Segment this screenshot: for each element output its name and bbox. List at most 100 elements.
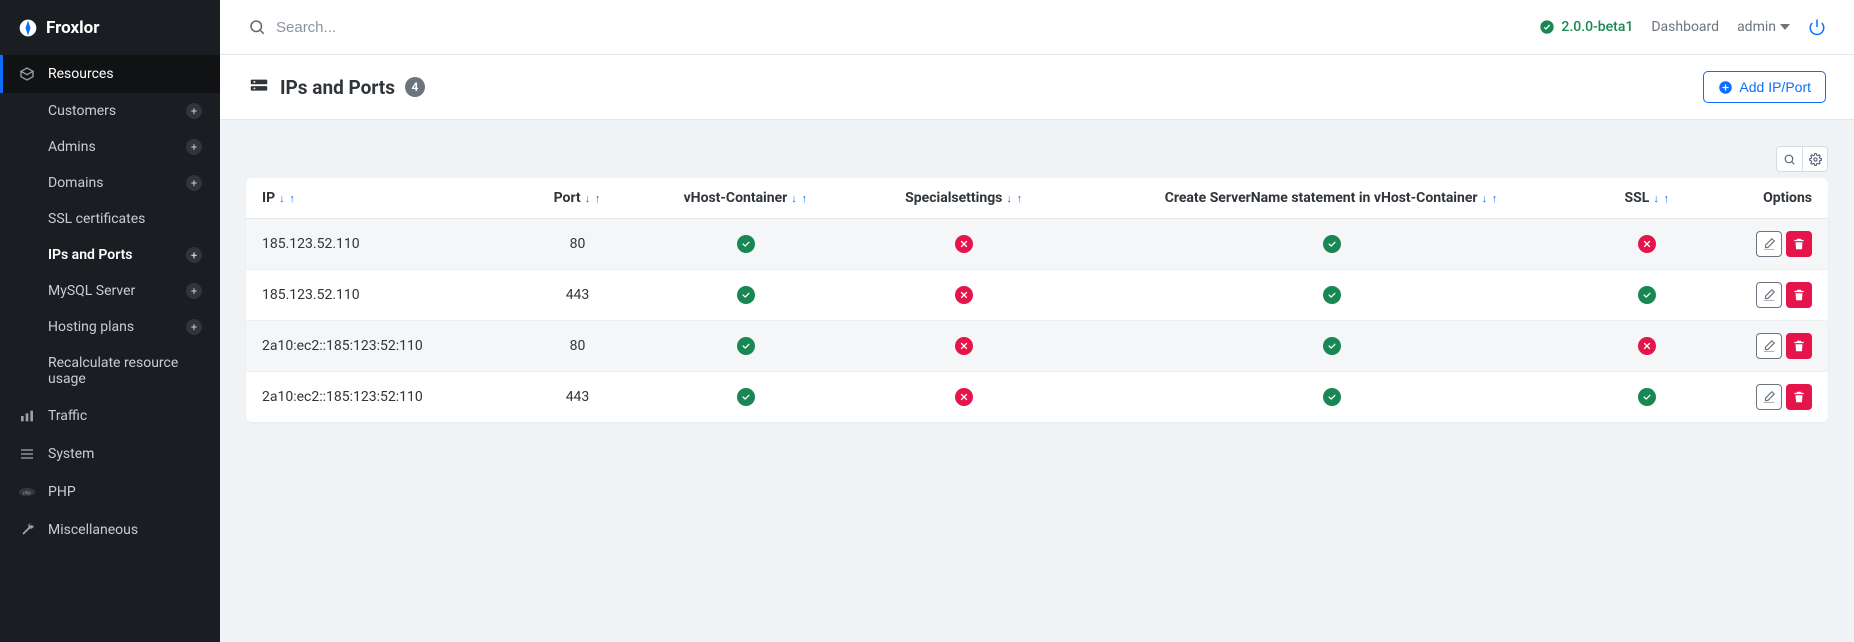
status-false-icon (955, 337, 973, 355)
sidebar-item-recalculate[interactable]: Recalculate resource usage (0, 345, 220, 397)
sidebar-item-customers[interactable]: Customers + (0, 93, 220, 129)
plus-icon[interactable]: + (186, 103, 202, 119)
ips-ports-table: IP↓ ↑Port↓ ↑vHost-Container↓ ↑Specialset… (246, 178, 1828, 422)
table-row: 185.123.52.11080 (246, 219, 1828, 270)
sidebar-section-label: Traffic (48, 408, 87, 424)
cell-ip: 2a10:ec2::185:123:52:110 (246, 372, 521, 423)
plus-icon[interactable]: + (186, 319, 202, 335)
cell-ip: 2a10:ec2::185:123:52:110 (246, 321, 521, 372)
sidebar-item-domains[interactable]: Domains + (0, 165, 220, 201)
cell-ssl (1592, 321, 1703, 372)
sidebar-section-miscellaneous[interactable]: Miscellaneous (0, 511, 220, 549)
sidebar-item-mysql-server[interactable]: MySQL Server + (0, 273, 220, 309)
version-indicator[interactable]: 2.0.0-beta1 (1539, 19, 1633, 35)
sidebar-item-label: Customers (48, 103, 116, 119)
cell-vhost (634, 270, 857, 321)
sidebar-item-label: Hosting plans (48, 319, 134, 335)
status-true-icon (1323, 337, 1341, 355)
edit-button[interactable] (1756, 231, 1782, 257)
cell-servername (1071, 321, 1592, 372)
sidebar-section-system[interactable]: System (0, 435, 220, 473)
plus-icon[interactable]: + (186, 247, 202, 263)
delete-button[interactable] (1786, 384, 1812, 410)
sidebar-item-hosting-plans[interactable]: Hosting plans + (0, 309, 220, 345)
plus-icon[interactable]: + (186, 175, 202, 191)
search-icon (248, 18, 266, 36)
user-menu[interactable]: admin (1737, 19, 1790, 35)
cell-options (1703, 270, 1828, 321)
sidebar-section-label: Resources (48, 66, 114, 82)
delete-button[interactable] (1786, 231, 1812, 257)
plus-icon[interactable]: + (186, 283, 202, 299)
column-header[interactable]: IP ↓ ↑ (246, 178, 521, 219)
sidebar-item-label: Domains (48, 175, 103, 191)
edit-button[interactable] (1756, 333, 1782, 359)
column-header[interactable]: vHost-Container↓ ↑ (634, 178, 857, 219)
sidebar-section-resources[interactable]: Resources (0, 55, 220, 93)
sort-arrows-icon[interactable]: ↓ ↑ (1653, 192, 1670, 205)
dashboard-link[interactable]: Dashboard (1651, 19, 1719, 35)
edit-button[interactable] (1756, 282, 1782, 308)
sidebar: Froxlor Resources Customers + Admins + D… (0, 0, 220, 642)
cell-options (1703, 321, 1828, 372)
cell-vhost (634, 321, 857, 372)
sidebar-item-label: Recalculate resource usage (48, 355, 202, 387)
sidebar-section-label: PHP (48, 484, 76, 500)
table-row: 2a10:ec2::185:123:52:11080 (246, 321, 1828, 372)
sidebar-section-php[interactable]: php PHP (0, 473, 220, 511)
delete-button[interactable] (1786, 333, 1812, 359)
sort-arrows-icon[interactable]: ↓ ↑ (585, 192, 602, 205)
brand[interactable]: Froxlor (0, 0, 220, 55)
column-label: Options (1763, 190, 1812, 206)
edit-button[interactable] (1756, 384, 1782, 410)
cell-vhost (634, 372, 857, 423)
status-true-icon (737, 337, 755, 355)
cell-special (857, 270, 1071, 321)
cell-servername (1071, 372, 1592, 423)
table-search-button[interactable] (1776, 146, 1802, 172)
search-input[interactable] (276, 19, 576, 36)
status-false-icon (955, 388, 973, 406)
column-header[interactable]: Port↓ ↑ (521, 178, 635, 219)
ips-ports-table-card: IP↓ ↑Port↓ ↑vHost-Container↓ ↑Specialset… (246, 178, 1828, 422)
brand-logo-icon (18, 18, 38, 38)
table-toolbar (246, 146, 1828, 172)
add-ip-port-button[interactable]: Add IP/Port (1703, 71, 1826, 103)
cell-port: 443 (521, 372, 635, 423)
table-settings-button[interactable] (1802, 146, 1828, 172)
status-true-icon (1638, 388, 1656, 406)
sidebar-section-label: Miscellaneous (48, 522, 138, 538)
plus-icon[interactable]: + (186, 139, 202, 155)
brand-name: Froxlor (46, 18, 99, 38)
status-true-icon (1323, 388, 1341, 406)
sidebar-nav: Resources Customers + Admins + Domains +… (0, 55, 220, 549)
column-label: IP (262, 190, 275, 206)
status-true-icon (1323, 286, 1341, 304)
sort-arrows-icon[interactable]: ↓ ↑ (791, 192, 808, 205)
column-header[interactable]: Create ServerName statement in vHost-Con… (1071, 178, 1592, 219)
status-false-icon (1638, 337, 1656, 355)
column-header[interactable]: SSL↓ ↑ (1592, 178, 1703, 219)
logout-button[interactable] (1808, 18, 1826, 36)
sidebar-item-admins[interactable]: Admins + (0, 129, 220, 165)
check-circle-icon (1539, 19, 1555, 35)
sidebar-item-ips-and-ports[interactable]: IPs and Ports + (0, 237, 220, 273)
sidebar-section-label: System (48, 446, 94, 462)
svg-text:php: php (23, 490, 31, 495)
sidebar-item-ssl-certificates[interactable]: SSL certificates (0, 201, 220, 237)
table-row: 185.123.52.110443 (246, 270, 1828, 321)
status-true-icon (737, 235, 755, 253)
cell-options (1703, 372, 1828, 423)
cell-ssl (1592, 270, 1703, 321)
cell-special (857, 219, 1071, 270)
sidebar-item-label: SSL certificates (48, 211, 145, 227)
cell-port: 80 (521, 219, 635, 270)
sort-arrows-icon[interactable]: ↓ ↑ (1482, 192, 1499, 205)
sidebar-section-traffic[interactable]: Traffic (0, 397, 220, 435)
sort-arrows-icon[interactable]: ↓ ↑ (279, 192, 296, 205)
wrench-icon (18, 521, 36, 539)
sort-arrows-icon[interactable]: ↓ ↑ (1006, 192, 1023, 205)
column-header[interactable]: Specialsettings↓ ↑ (857, 178, 1071, 219)
table-row: 2a10:ec2::185:123:52:110443 (246, 372, 1828, 423)
delete-button[interactable] (1786, 282, 1812, 308)
